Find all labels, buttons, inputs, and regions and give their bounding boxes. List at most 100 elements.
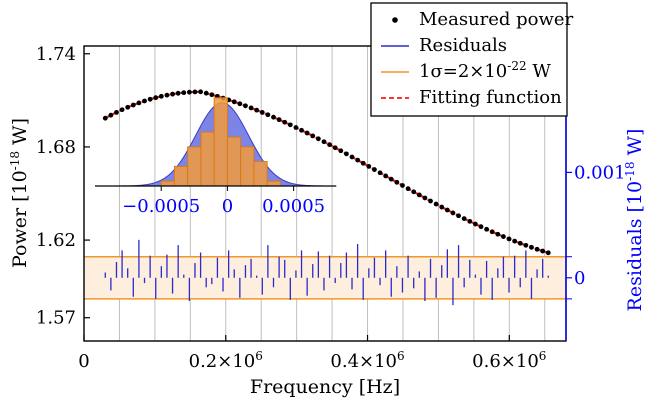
- measured-point: [416, 192, 422, 198]
- inset-bar: [226, 136, 242, 187]
- right-axis-label-text: Residuals [: [624, 205, 646, 311]
- measured-point: [181, 90, 187, 96]
- measured-point: [501, 234, 506, 239]
- measured-point: [534, 246, 540, 252]
- inset-bar: [160, 180, 175, 187]
- measured-point: [360, 160, 366, 166]
- measured-point: [467, 218, 473, 224]
- y-axis-label-tail: W]: [9, 118, 31, 151]
- sigma-band: [84, 255, 566, 300]
- measured-point: [478, 224, 484, 230]
- measured-point: [265, 112, 271, 118]
- measured-point: [405, 186, 411, 192]
- measured-point: [108, 112, 114, 118]
- y-axis-label-text: Power [: [9, 195, 31, 269]
- y-tick-label: 1.62: [36, 230, 76, 251]
- inset-bar: [266, 180, 281, 187]
- measured-point: [349, 154, 355, 160]
- measured-point: [304, 130, 310, 136]
- measured-point: [276, 117, 282, 123]
- right-axis-label-unit: 10: [624, 181, 646, 205]
- measured-point: [287, 122, 293, 128]
- measured-point: [130, 102, 136, 108]
- sigma-band-fill: [84, 256, 566, 299]
- legend-label-sigma: 1σ=2×10-22 W: [419, 59, 551, 82]
- y-tick-label: 1.74: [36, 44, 76, 65]
- measured-point: [186, 89, 192, 95]
- inset-tick-label: 0.0005: [262, 196, 325, 217]
- legend-label-residuals: Residuals: [419, 35, 507, 56]
- measured-point: [248, 105, 254, 111]
- measured-point: [209, 92, 215, 98]
- legend-label-measured: Measured power: [419, 9, 574, 30]
- legend-sigma-tail: W: [527, 61, 552, 82]
- inset-tick-label: −0.0005: [122, 196, 200, 217]
- measured-point: [484, 226, 489, 232]
- right-axis-label-tail: W]: [624, 129, 646, 162]
- measured-point: [203, 90, 209, 96]
- x-tick-exponent: 6: [255, 349, 263, 363]
- measured-point: [512, 238, 518, 244]
- inset-bar: [200, 131, 215, 187]
- x-tick-label: 0.2×106: [189, 349, 263, 372]
- measured-point: [444, 207, 450, 213]
- measured-point: [472, 221, 478, 227]
- x-tick-exponent: 6: [397, 349, 405, 363]
- measured-point: [411, 189, 417, 195]
- measured-point: [545, 250, 551, 256]
- inset-bar: [173, 165, 189, 187]
- measured-point: [489, 229, 495, 235]
- legend-sigma-exponent: -22: [507, 59, 526, 73]
- axes: 1.57 1.62 1.68 1.74 0 0.2×106 0.4×106 0.6×106 0 0…: [8, 44, 646, 398]
- measured-series: [102, 89, 551, 256]
- measured-point: [332, 145, 338, 151]
- measured-point: [366, 164, 372, 169]
- measured-point: [327, 142, 332, 148]
- measured-point: [529, 244, 534, 250]
- y-tick-label: 1.57: [36, 308, 76, 329]
- measured-point: [282, 119, 288, 125]
- measured-point: [456, 213, 461, 219]
- inset-bar: [213, 97, 228, 187]
- measured-point: [164, 92, 170, 98]
- x-tick-exponent: 6: [539, 349, 547, 363]
- measured-point: [461, 216, 467, 221]
- legend-label-fit: Fitting function: [419, 87, 562, 108]
- measured-point: [125, 104, 131, 110]
- measured-point: [400, 183, 405, 188]
- measured-point: [394, 179, 400, 185]
- measured-point: [377, 170, 383, 176]
- measured-point: [102, 115, 108, 121]
- measured-point: [428, 198, 433, 204]
- measured-point: [142, 98, 147, 104]
- measured-point: [338, 148, 344, 154]
- measured-point: [147, 96, 153, 102]
- measured-point: [198, 89, 203, 95]
- x-tick-label: 0.4×106: [330, 349, 404, 372]
- measured-point: [422, 195, 428, 201]
- measured-point: [293, 125, 299, 130]
- right-axis-label-exponent: -18: [623, 162, 637, 181]
- inset-bar: [240, 146, 255, 187]
- measured-point: [231, 99, 237, 105]
- y-axis-label-exponent: -18: [8, 151, 22, 170]
- right-tick-label: 0: [574, 268, 585, 289]
- measured-point: [119, 107, 125, 113]
- measured-point: [523, 242, 529, 248]
- legend-box: [370, 2, 568, 117]
- x-tick-label: 0.6×106: [472, 349, 546, 372]
- measured-point: [388, 176, 394, 182]
- y-axis-label: Power [10-18 W]: [8, 118, 31, 268]
- measured-point: [495, 231, 501, 237]
- y-axis-label-unit: 10: [9, 170, 31, 194]
- measured-point: [343, 151, 349, 157]
- measured-point: [355, 157, 361, 163]
- inset-bar: [253, 161, 268, 187]
- measured-point: [175, 90, 181, 96]
- y-tick-label: 1.68: [36, 137, 76, 158]
- inset-bar: [187, 146, 202, 187]
- measured-point: [114, 109, 119, 115]
- residual-series: [104, 239, 549, 306]
- measured-point: [439, 204, 445, 210]
